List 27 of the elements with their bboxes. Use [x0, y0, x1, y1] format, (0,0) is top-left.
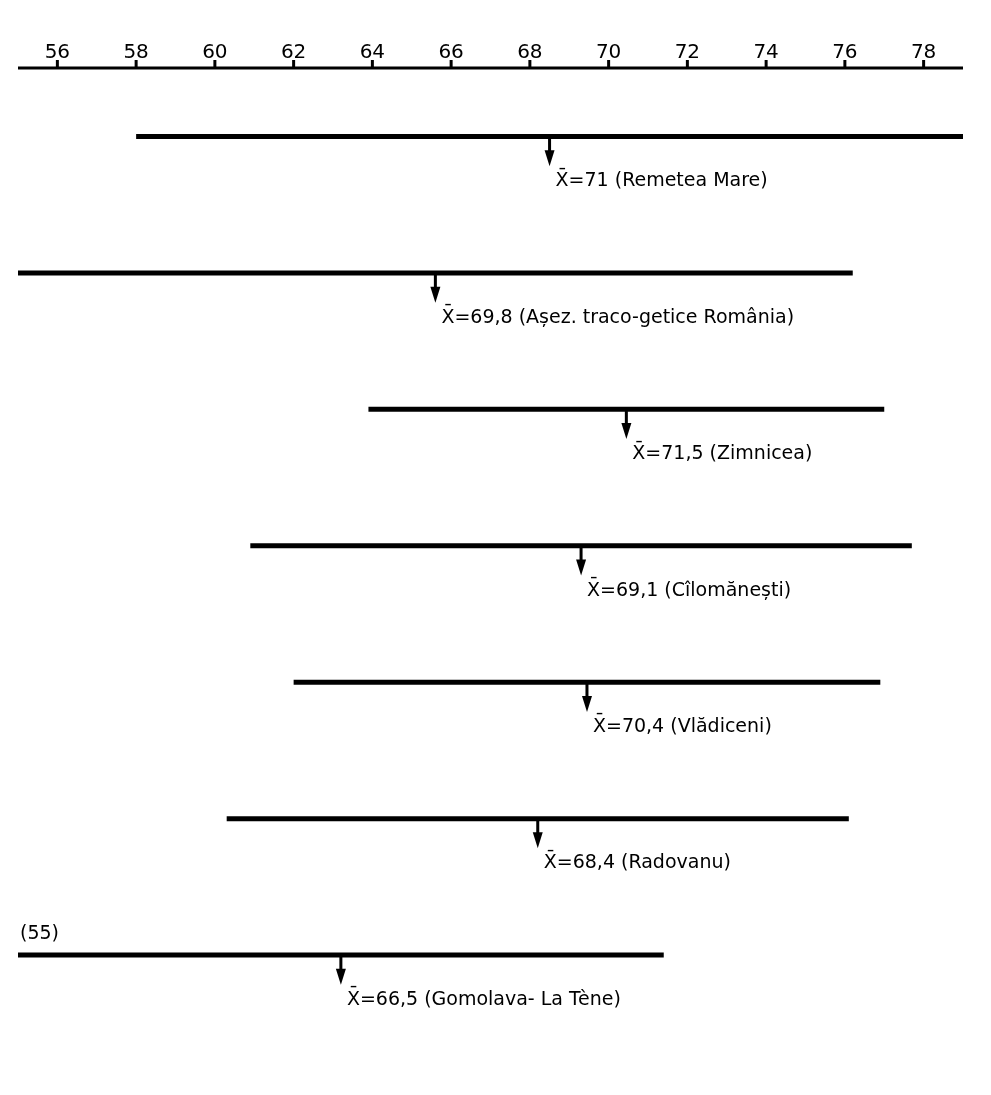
- x-tick-label: 72: [674, 39, 701, 63]
- x-tick-label: 60: [202, 39, 228, 63]
- annotation: X̄=70,4 (Vlădiceni): [592, 712, 772, 736]
- x-tick-label: 70: [595, 39, 622, 63]
- x-tick-label: 68: [517, 39, 543, 63]
- bar: [18, 952, 664, 958]
- x-tick-label: 62: [280, 39, 307, 63]
- annotation: X̄=71,5 (Zimnicea): [632, 439, 813, 464]
- x-tick-label: 66: [438, 39, 464, 63]
- bar: [250, 543, 912, 549]
- bar: [293, 679, 881, 685]
- x-tick-label: 56: [44, 39, 71, 63]
- annotation: X̄=66,5 (Gomolava- La Tène): [346, 985, 621, 1009]
- x-tick-label: 64: [359, 39, 386, 63]
- bar: [136, 134, 963, 139]
- x-tick-label: 76: [832, 39, 858, 63]
- x-tick-label: 58: [123, 39, 149, 63]
- bar: [18, 270, 853, 276]
- x-tick-label: 78: [910, 39, 937, 63]
- annotation: X̄=71 (Remetea Mare): [555, 166, 768, 191]
- x-tick-label: 74: [753, 39, 779, 63]
- bar: [368, 406, 885, 412]
- annotation: X̄=68,4 (Radovanu): [543, 848, 731, 873]
- annotation: X̄=69,1 (Cîlomănești): [587, 576, 792, 601]
- bar: [226, 816, 849, 822]
- annotation: X̄=69,8 (Așez. traco-getice România): [441, 303, 795, 328]
- annotation: (55): [20, 920, 60, 943]
